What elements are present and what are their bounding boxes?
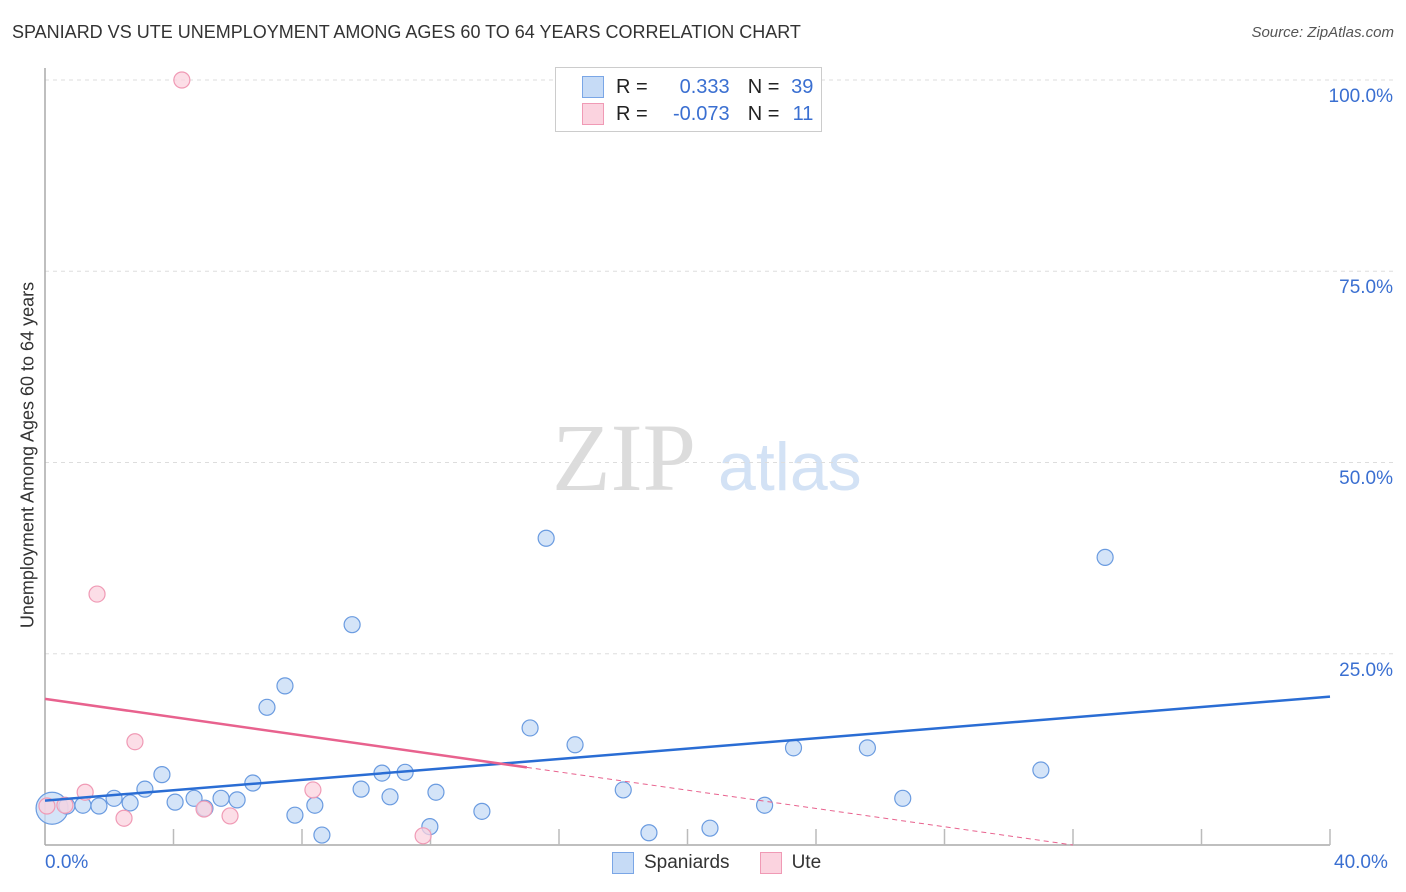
r-label: R = [616,102,648,125]
data-point-spaniards [212,789,230,807]
legend-row-spaniards: R = 0.333 N = 39 [582,74,813,100]
source-label: Source: ZipAtlas.com [1251,24,1394,41]
data-point-ute [173,71,191,89]
data-point-ute [88,585,106,603]
legend-row-ute: R = -0.073 N = 11 [582,101,813,127]
data-point-spaniards [473,802,491,820]
legend-swatch-pink [582,103,604,125]
data-point-ute [115,809,133,827]
data-point-spaniards [105,789,123,807]
data-point-spaniards [228,791,246,809]
data-point-spaniards [90,797,108,815]
data-point-spaniards [427,783,445,801]
data-point-ute [126,733,144,751]
trend-line-spaniards [44,695,1331,802]
legend-item-spaniards: Spaniards [612,852,730,874]
n-label: N = [747,75,780,98]
legend-label: Spaniards [644,852,730,873]
data-point-spaniards [1096,548,1114,566]
data-point-ute [38,797,56,815]
n-label: N = [747,102,780,125]
series-legend: Spaniards Ute [612,852,851,874]
y-tick-label: 25.0% [1339,660,1393,681]
data-point-spaniards [185,789,203,807]
data-point-spaniards [276,677,294,695]
data-point-spaniards [258,698,276,716]
data-point-ute [56,796,74,814]
watermark-zip: ZIP [552,404,696,511]
data-point-spaniards [381,788,399,806]
legend-item-ute: Ute [759,852,822,874]
trend-line-ute [44,697,528,769]
data-point-spaniards [153,766,171,784]
data-point-spaniards [566,736,584,754]
data-point-spaniards [121,794,139,812]
stats-legend: R = 0.333 N = 39 R = -0.073 N = 11 [555,67,822,132]
legend-swatch-blue [582,76,604,98]
data-point-spaniards [352,780,370,798]
n-value: 39 [791,75,814,98]
legend-label: Ute [791,852,822,873]
data-point-spaniards [858,739,877,757]
data-point-spaniards [537,529,555,547]
r-value: 0.333 [679,75,730,98]
y-tick-label: 50.0% [1339,468,1393,489]
data-point-spaniards [306,796,324,814]
data-point-spaniards [136,780,154,798]
x-tick-label: 40.0% [1334,852,1388,873]
y-tick-label: 75.0% [1339,277,1393,298]
data-point-spaniards [755,796,774,814]
data-point-spaniards [286,806,304,824]
data-point-ute [304,781,322,799]
legend-swatch-blue [612,852,634,874]
data-point-ute [195,800,213,818]
data-point-spaniards [313,826,331,844]
trend-line-extension-ute [526,766,1074,846]
data-point-ute [414,827,432,845]
data-point-ute [221,807,239,825]
data-point-spaniards [784,739,803,757]
r-label: R = [616,75,648,98]
n-value: 11 [792,102,814,125]
data-point-spaniards [614,781,632,799]
y-tick-label: 100.0% [1328,86,1393,107]
legend-swatch-pink [759,852,782,874]
x-tick-label: 0.0% [45,852,89,873]
r-value: -0.073 [672,102,730,125]
data-point-spaniards [894,789,912,807]
chart-title: SPANIARD VS UTE UNEMPLOYMENT AMONG AGES … [12,22,801,42]
data-point-spaniards [701,819,719,837]
watermark-atlas: atlas [718,429,862,505]
data-point-spaniards [1032,761,1050,779]
data-point-spaniards [343,616,361,634]
data-point-spaniards [640,824,658,842]
data-point-spaniards [166,793,184,811]
data-point-spaniards [521,719,539,737]
